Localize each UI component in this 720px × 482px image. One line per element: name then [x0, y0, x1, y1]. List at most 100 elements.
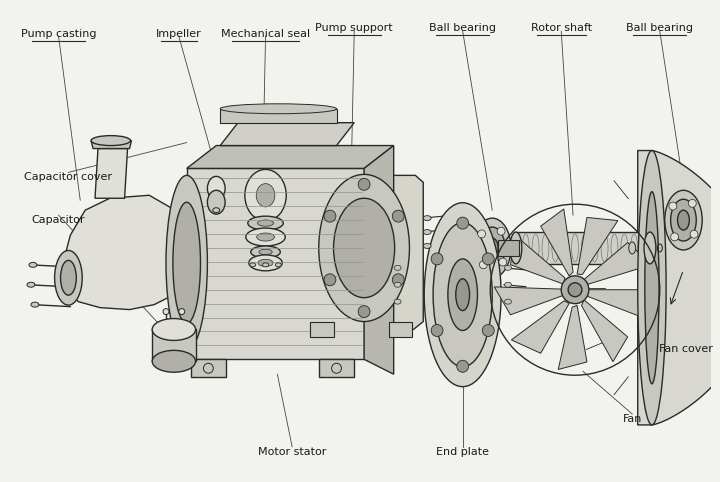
Ellipse shape: [213, 208, 220, 213]
Polygon shape: [220, 123, 354, 146]
Polygon shape: [516, 232, 650, 264]
Polygon shape: [186, 146, 394, 168]
Polygon shape: [510, 235, 564, 284]
Ellipse shape: [638, 150, 666, 425]
Ellipse shape: [670, 199, 696, 241]
Text: Fan cover: Fan cover: [660, 345, 714, 354]
Text: Motor stator: Motor stator: [258, 447, 326, 457]
Ellipse shape: [474, 218, 511, 278]
Ellipse shape: [173, 202, 200, 323]
Polygon shape: [186, 168, 364, 359]
Ellipse shape: [423, 229, 431, 235]
Circle shape: [358, 178, 370, 190]
Ellipse shape: [505, 299, 511, 304]
Ellipse shape: [480, 227, 505, 269]
Ellipse shape: [505, 266, 511, 270]
Ellipse shape: [644, 232, 656, 264]
Ellipse shape: [31, 302, 39, 307]
Ellipse shape: [423, 243, 431, 248]
Text: Impeller: Impeller: [156, 29, 202, 39]
Ellipse shape: [29, 262, 37, 268]
Ellipse shape: [245, 169, 287, 221]
Polygon shape: [364, 146, 394, 374]
Circle shape: [324, 274, 336, 286]
Text: Ball bearing: Ball bearing: [429, 23, 496, 33]
Ellipse shape: [568, 283, 582, 297]
Polygon shape: [582, 300, 628, 362]
Circle shape: [478, 230, 485, 238]
Circle shape: [670, 233, 678, 241]
Circle shape: [392, 274, 404, 286]
Ellipse shape: [394, 299, 401, 304]
Ellipse shape: [561, 276, 589, 304]
Polygon shape: [307, 175, 423, 330]
Circle shape: [482, 324, 494, 336]
Ellipse shape: [246, 228, 285, 246]
Ellipse shape: [259, 249, 272, 254]
Ellipse shape: [510, 232, 522, 264]
Ellipse shape: [152, 319, 196, 340]
Text: Pump casting: Pump casting: [21, 29, 96, 39]
Ellipse shape: [665, 190, 702, 250]
Ellipse shape: [27, 282, 35, 287]
Ellipse shape: [166, 175, 207, 350]
Ellipse shape: [645, 192, 659, 384]
Ellipse shape: [424, 203, 501, 387]
Circle shape: [456, 217, 469, 229]
Polygon shape: [498, 240, 519, 256]
Ellipse shape: [55, 251, 82, 305]
Circle shape: [324, 210, 336, 222]
Text: Capacitor cover: Capacitor cover: [24, 173, 112, 182]
Ellipse shape: [456, 279, 469, 310]
Polygon shape: [511, 301, 569, 353]
Ellipse shape: [394, 266, 401, 270]
Ellipse shape: [275, 263, 282, 267]
Polygon shape: [91, 141, 132, 148]
Ellipse shape: [319, 174, 410, 321]
Ellipse shape: [258, 259, 273, 267]
Polygon shape: [319, 359, 354, 377]
Polygon shape: [577, 217, 618, 275]
Ellipse shape: [443, 229, 467, 267]
Polygon shape: [584, 242, 652, 284]
Circle shape: [392, 210, 404, 222]
Circle shape: [499, 258, 507, 266]
Text: Rotor shaft: Rotor shaft: [531, 23, 592, 33]
Ellipse shape: [505, 282, 511, 287]
Ellipse shape: [251, 246, 280, 258]
Ellipse shape: [207, 190, 225, 214]
Ellipse shape: [678, 210, 689, 230]
Ellipse shape: [433, 223, 492, 367]
Circle shape: [690, 230, 698, 238]
Ellipse shape: [91, 135, 130, 146]
Bar: [152, 330, 196, 362]
Bar: [310, 321, 333, 337]
Polygon shape: [63, 195, 194, 309]
Ellipse shape: [163, 308, 169, 315]
Circle shape: [431, 253, 443, 265]
Ellipse shape: [423, 215, 431, 221]
Circle shape: [431, 324, 443, 336]
Polygon shape: [494, 287, 564, 315]
Ellipse shape: [250, 263, 256, 267]
Bar: [389, 321, 413, 337]
Circle shape: [482, 253, 494, 265]
Polygon shape: [638, 150, 720, 425]
Text: Pump support: Pump support: [315, 23, 393, 33]
Circle shape: [498, 227, 505, 235]
Ellipse shape: [256, 233, 274, 241]
Polygon shape: [95, 148, 127, 198]
Ellipse shape: [629, 242, 636, 254]
Polygon shape: [587, 290, 650, 320]
Ellipse shape: [486, 238, 498, 258]
Polygon shape: [558, 306, 587, 370]
Text: Capacitor: Capacitor: [32, 215, 85, 225]
Text: End plate: End plate: [436, 447, 489, 457]
Ellipse shape: [263, 263, 269, 267]
Polygon shape: [191, 359, 226, 377]
Circle shape: [480, 261, 487, 268]
Ellipse shape: [220, 104, 336, 114]
Circle shape: [688, 200, 696, 207]
Ellipse shape: [249, 255, 282, 271]
Ellipse shape: [394, 282, 401, 287]
